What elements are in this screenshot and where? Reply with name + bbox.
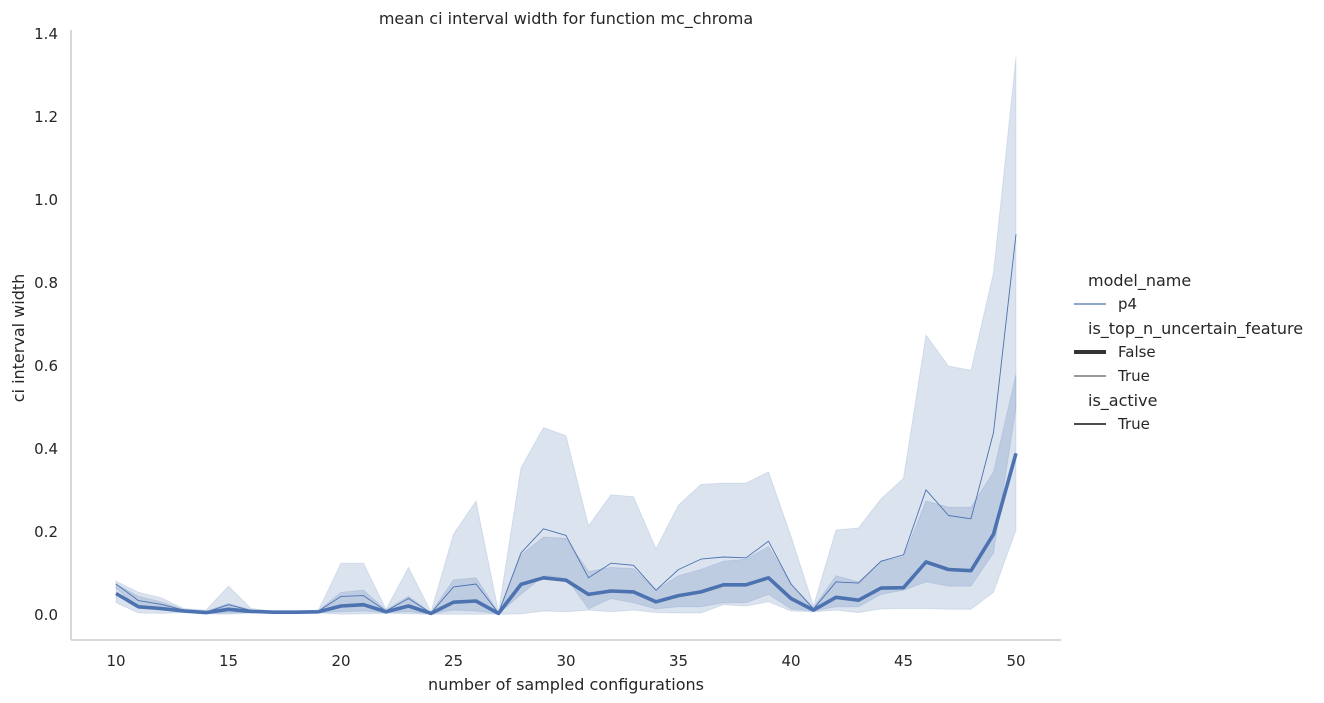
x-tick-label: 15 <box>219 652 238 670</box>
y-tick-labels: 0.0 0.2 0.4 0.6 0.8 1.0 1.2 1.4 <box>34 25 58 624</box>
x-tick-label: 10 <box>106 652 125 670</box>
legend-title: is_top_n_uncertain_feature <box>1088 319 1303 339</box>
legend-entry: True <box>1117 367 1150 385</box>
x-tick-label: 35 <box>669 652 688 670</box>
x-tick-label: 45 <box>894 652 913 670</box>
y-tick-label: 0.4 <box>34 440 58 458</box>
legend-entry: True <box>1117 415 1150 433</box>
chart-title: mean ci interval width for function mc_c… <box>379 9 753 29</box>
y-tick-label: 0.6 <box>34 357 58 375</box>
legend: model_name p4 is_top_n_uncertain_feature Fa… <box>1074 271 1303 433</box>
legend-title: is_active <box>1088 391 1157 411</box>
x-tick-label: 30 <box>556 652 575 670</box>
confidence-bands <box>115 56 1017 615</box>
legend-entry: p4 <box>1118 295 1137 313</box>
y-tick-label: 1.0 <box>34 191 58 209</box>
series-line-false <box>115 452 1018 616</box>
x-tick-label: 20 <box>331 652 350 670</box>
x-tick-label: 25 <box>444 652 463 670</box>
x-tick-labels: 10 15 20 25 30 35 40 45 50 <box>106 652 1025 670</box>
y-tick-label: 1.4 <box>34 25 58 43</box>
x-tick-label: 40 <box>781 652 800 670</box>
x-axis-label: number of sampled configurations <box>428 675 704 694</box>
x-tick-label: 50 <box>1006 652 1025 670</box>
y-tick-label: 0.8 <box>34 274 58 292</box>
y-tick-label: 1.2 <box>34 108 58 126</box>
ci-band-false <box>115 374 1017 615</box>
series-line-true <box>115 234 1017 614</box>
legend-title: model_name <box>1088 271 1191 291</box>
legend-entry: False <box>1118 343 1156 361</box>
series-lines <box>115 234 1018 616</box>
y-axis-label: ci interval width <box>9 274 28 403</box>
ci-band-true <box>115 56 1017 615</box>
y-tick-label: 0.2 <box>34 523 58 541</box>
y-tick-label: 0.0 <box>34 606 58 624</box>
